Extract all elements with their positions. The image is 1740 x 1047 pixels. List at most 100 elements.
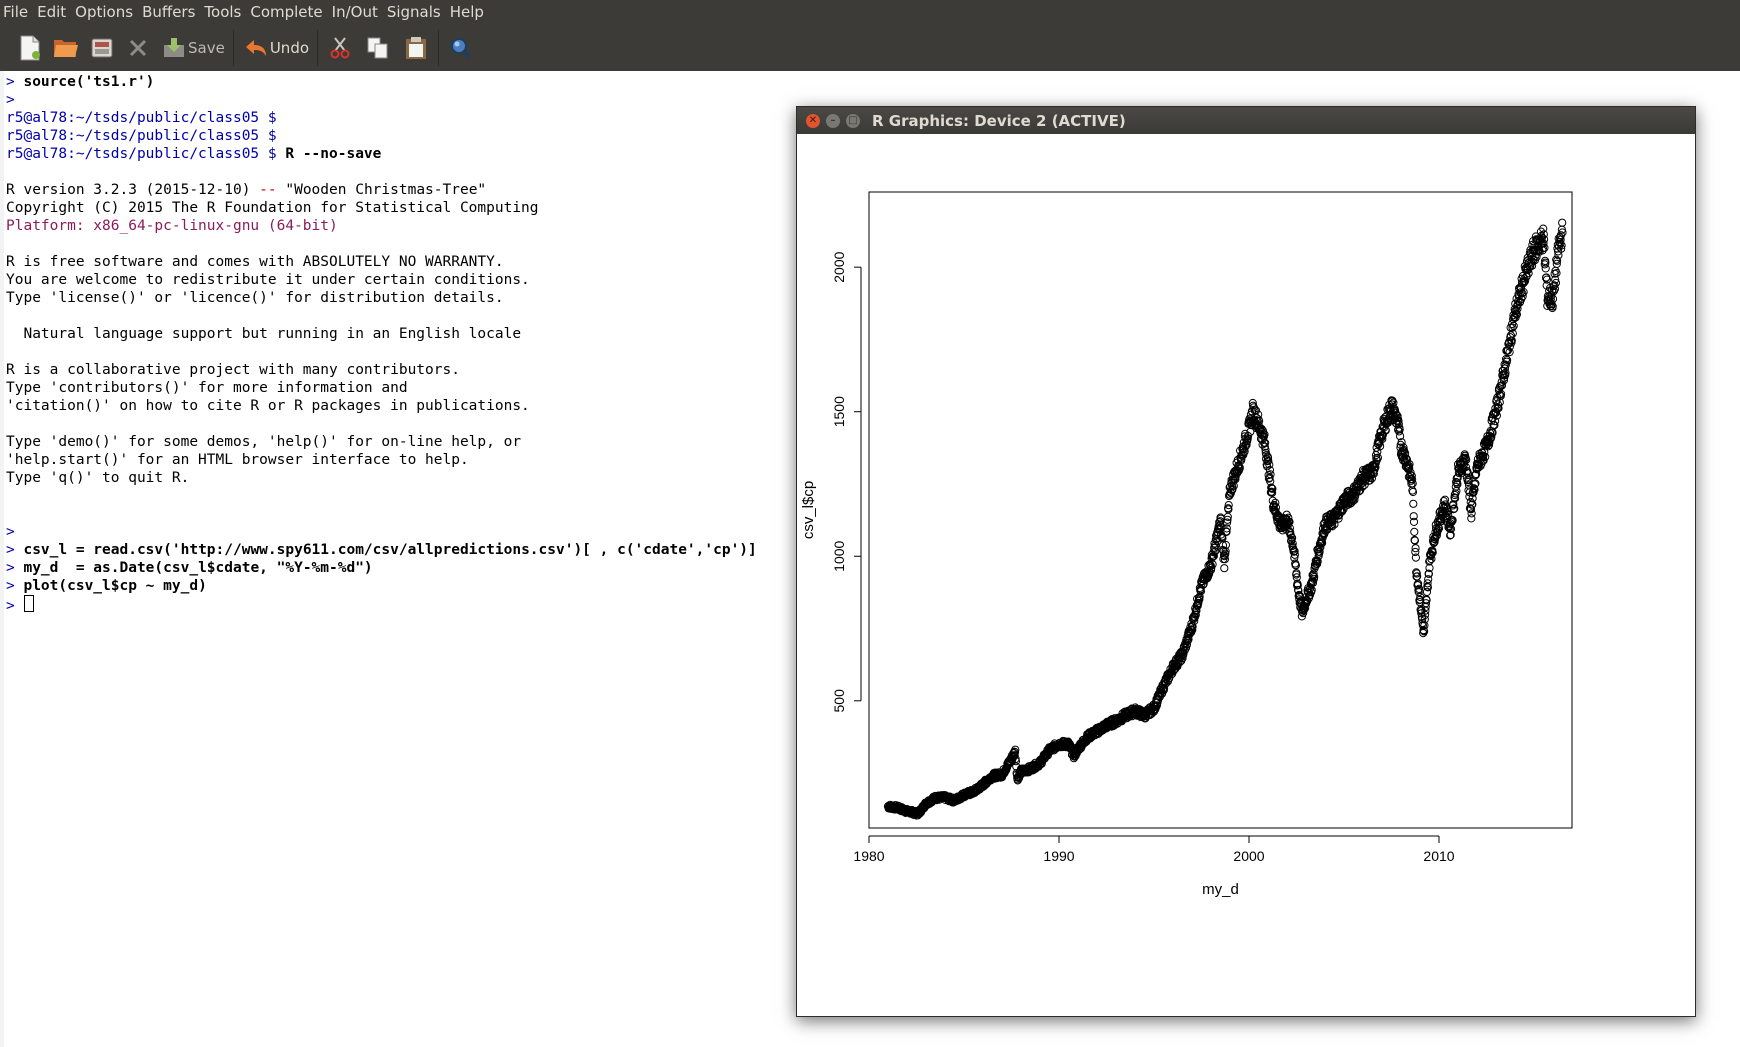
data-point xyxy=(1497,389,1506,399)
data-point xyxy=(1376,433,1385,442)
data-point xyxy=(1313,557,1322,566)
data-point xyxy=(1432,531,1441,540)
menu-bar: File Edit Options Buffers Tools Complete… xyxy=(0,0,1740,24)
console-line: Type 'contributors()' for more informati… xyxy=(6,379,757,397)
data-point xyxy=(1534,245,1543,254)
data-point xyxy=(1434,524,1444,533)
menu-buffers[interactable]: Buffers xyxy=(142,3,196,21)
data-point xyxy=(1265,465,1274,475)
window-close-button[interactable]: ✕ xyxy=(806,113,820,128)
data-point xyxy=(1415,595,1425,604)
data-point xyxy=(1191,610,1200,619)
console-line xyxy=(6,487,757,505)
data-point xyxy=(1450,504,1459,513)
data-point xyxy=(1306,584,1315,593)
menu-complete[interactable]: Complete xyxy=(250,3,323,21)
data-point xyxy=(1501,360,1510,370)
window-minimize-button[interactable]: – xyxy=(826,113,840,128)
data-point xyxy=(1464,486,1473,495)
file-cabinet-icon xyxy=(88,34,116,62)
data-point xyxy=(1494,404,1503,413)
data-point xyxy=(1468,500,1477,509)
console-text: R version 3.2.3 (2015-12-10) xyxy=(6,182,260,198)
data-point xyxy=(1508,323,1517,332)
open-folder-button[interactable] xyxy=(52,28,80,68)
data-point xyxy=(1453,480,1462,489)
data-point xyxy=(1488,428,1497,437)
data-point xyxy=(1223,515,1232,524)
data-point xyxy=(1217,523,1226,532)
data-point xyxy=(1152,701,1161,710)
data-point xyxy=(1425,556,1434,565)
data-point xyxy=(1470,485,1479,494)
data-point xyxy=(1550,281,1559,290)
undo-button[interactable]: Undo xyxy=(242,28,309,68)
data-point xyxy=(1423,583,1433,592)
menu-signals[interactable]: Signals xyxy=(386,3,441,21)
menu-in-out[interactable]: In/Out xyxy=(331,3,378,21)
data-point xyxy=(1466,505,1476,514)
data-point xyxy=(1452,486,1461,496)
console-line: > plot(csv_l$cp ~ my_d) xyxy=(6,577,757,595)
save-button[interactable]: Save xyxy=(160,28,225,68)
data-point xyxy=(1420,615,1429,624)
folder-open-icon xyxy=(52,34,80,62)
data-point xyxy=(1512,310,1522,319)
save-as-button[interactable] xyxy=(88,28,116,68)
data-point xyxy=(1499,369,1508,378)
data-point xyxy=(1367,474,1377,483)
data-point xyxy=(1503,355,1512,365)
data-point xyxy=(1222,527,1231,536)
data-point xyxy=(1010,748,1020,757)
console-text: Type 'contributors()' for more informati… xyxy=(6,380,408,396)
data-point xyxy=(1310,572,1319,582)
menu-help[interactable]: Help xyxy=(449,3,484,21)
maximize-icon: □ xyxy=(848,114,858,126)
data-point xyxy=(1417,609,1426,618)
console-text: "Wooden Christmas-Tree" xyxy=(276,182,487,198)
data-point xyxy=(1509,321,1518,330)
data-point xyxy=(1423,579,1432,588)
new-file-button[interactable] xyxy=(16,28,44,68)
data-point xyxy=(1397,438,1406,447)
save-label: Save xyxy=(188,38,225,57)
data-point xyxy=(1271,498,1280,507)
console-text: R is free software and comes with ABSOLU… xyxy=(6,254,504,270)
menu-file[interactable]: File xyxy=(3,3,29,21)
data-point xyxy=(1284,513,1293,522)
console-text: -- xyxy=(259,182,277,198)
menu-tools[interactable]: Tools xyxy=(204,3,242,21)
data-point xyxy=(1452,477,1461,487)
cut-button[interactable] xyxy=(326,28,354,68)
window-titlebar[interactable]: ✕ – □ R Graphics: Device 2 (ACTIVE) xyxy=(797,107,1695,134)
data-point xyxy=(1309,569,1318,578)
console-line: Type 'license()' or 'licence()' for dist… xyxy=(6,289,757,307)
data-point xyxy=(1288,539,1297,548)
close-buffer-button[interactable] xyxy=(124,28,152,68)
console-line: > my_d = as.Date(csv_l$cdate, "%Y-%m-%d"… xyxy=(6,559,757,577)
console-line: 'citation()' on how to cite R or R packa… xyxy=(6,397,757,415)
search-icon xyxy=(447,34,475,62)
console-line xyxy=(6,235,757,253)
r-graphics-window[interactable]: ✕ – □ R Graphics: Device 2 (ACTIVE) 1980… xyxy=(796,106,1696,1017)
data-point xyxy=(1467,509,1476,518)
data-point xyxy=(1011,757,1020,766)
data-point xyxy=(1420,621,1429,630)
menu-edit[interactable]: Edit xyxy=(37,3,67,21)
new-file-icon xyxy=(16,34,44,62)
data-point xyxy=(1556,239,1565,248)
window-title: R Graphics: Device 2 (ACTIVE) xyxy=(872,111,1126,130)
menu-options[interactable]: Options xyxy=(75,3,134,21)
data-point xyxy=(1479,451,1488,460)
search-button[interactable] xyxy=(447,28,475,68)
paste-button[interactable] xyxy=(402,28,430,68)
data-point xyxy=(1539,230,1548,239)
data-point xyxy=(1521,276,1530,285)
copy-button[interactable] xyxy=(364,28,392,68)
data-point xyxy=(1505,342,1515,351)
data-point xyxy=(1220,564,1229,573)
data-point xyxy=(1420,627,1429,636)
window-maximize-button[interactable]: □ xyxy=(846,113,860,128)
console-prompt: > xyxy=(6,598,24,614)
console-line xyxy=(6,343,757,361)
